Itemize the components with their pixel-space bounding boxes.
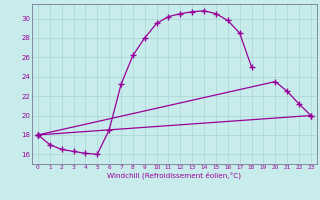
X-axis label: Windchill (Refroidissement éolien,°C): Windchill (Refroidissement éolien,°C) bbox=[108, 172, 241, 179]
